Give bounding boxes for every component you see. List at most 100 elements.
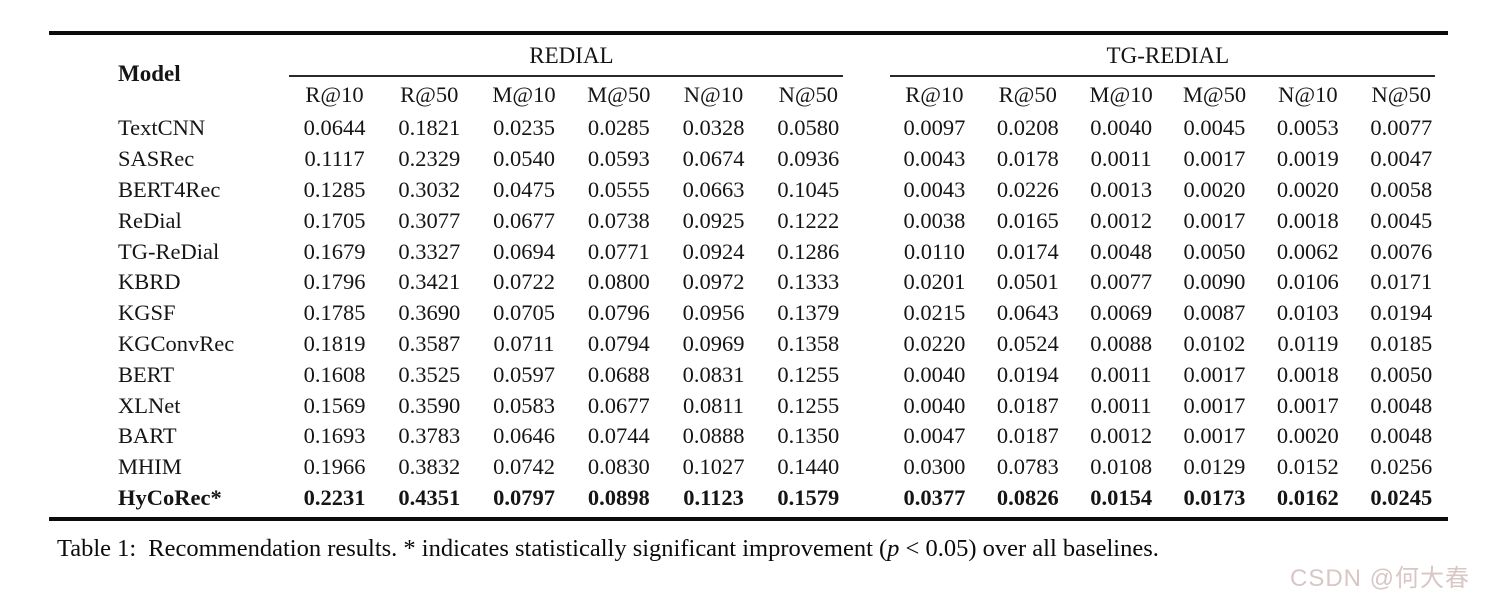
metric-value-cell: 0.1819 (303, 330, 366, 356)
caption-number: Table 1: (57, 535, 137, 562)
metric-value-cell: 0.3421 (398, 269, 461, 295)
metric-value-cell: 0.0018 (1276, 361, 1339, 387)
metric-value-cell: 0.0050 (1370, 361, 1433, 387)
table-row: SASRec 0.1117 0.2329 0.0540 0.0593 0.0674 0.09… (49, 144, 1448, 175)
gap-cell (856, 390, 888, 421)
metric-column-header: R@10 (905, 82, 964, 107)
gap-cell (856, 144, 888, 175)
metric-value-cell: 0.0643 (996, 300, 1059, 326)
metric-value-cell: 0.0688 (587, 361, 650, 387)
metric-value-cell: 0.0555 (587, 176, 650, 202)
table-row: ReDial 0.1705 0.3077 0.0677 0.0738 0.0925 0.12… (49, 205, 1448, 236)
metric-value-cell: 0.0040 (1090, 115, 1153, 141)
metric-column-header: N@50 (1371, 82, 1431, 107)
model-name-cell: HyCoRec* (118, 484, 222, 510)
metric-value-cell: 0.0017 (1183, 361, 1246, 387)
metric-value-cell: 0.0475 (493, 176, 555, 202)
metric-value-cell: 0.0097 (903, 115, 966, 141)
metric-value-cell: 0.0194 (996, 361, 1059, 387)
metric-value-cell: 0.0580 (777, 115, 840, 141)
metric-value-cell: 0.1358 (777, 330, 840, 356)
metric-value-cell: 0.0187 (996, 423, 1059, 449)
metric-column-header: R@50 (998, 82, 1057, 107)
metric-value-cell: 0.0048 (1370, 423, 1433, 449)
metric-value-cell: 0.0045 (1370, 207, 1433, 233)
metric-value-cell: 0.0077 (1090, 269, 1153, 295)
metric-value-cell: 0.0185 (1370, 330, 1433, 356)
metric-value-cell: 0.1693 (303, 423, 366, 449)
metric-value-cell: 0.0677 (587, 392, 650, 418)
metric-value-cell: 0.0744 (587, 423, 650, 449)
metric-value-cell: 0.0794 (587, 330, 650, 356)
metric-value-cell: 0.0783 (996, 454, 1059, 480)
metric-value-cell: 0.0194 (1370, 300, 1433, 326)
model-name-cell: SASRec (118, 146, 195, 172)
metric-column-header: M@10 (492, 82, 556, 107)
results-table-container: Model REDIAL TG-REDIAL R@10 R@50 M@10 M@50 N… (49, 31, 1448, 522)
metric-value-cell: 0.0722 (493, 269, 555, 295)
metric-value-cell: 0.0048 (1090, 238, 1153, 264)
metric-value-cell: 0.0811 (683, 392, 745, 418)
metric-value-cell: 0.1222 (777, 207, 840, 233)
metric-value-cell: 0.0012 (1090, 207, 1153, 233)
metric-value-cell: 0.3077 (398, 207, 461, 233)
metric-value-cell: 0.0256 (1370, 454, 1433, 480)
gap-cell (856, 298, 888, 329)
gap-cell (856, 113, 888, 144)
metric-value-cell: 0.0019 (1276, 146, 1339, 172)
metric-value-cell: 0.0012 (1090, 423, 1153, 449)
metric-value-cell: 0.0058 (1370, 176, 1433, 202)
metric-column-header: N@10 (1278, 82, 1338, 107)
metric-column-header: R@10 (305, 82, 364, 107)
metric-column-header: M@10 (1089, 82, 1153, 107)
metric-value-cell: 0.0677 (493, 207, 555, 233)
metric-value-cell: 0.0831 (682, 361, 745, 387)
metric-value-cell: 0.1255 (777, 361, 840, 387)
model-name-cell: KGSF (118, 300, 176, 326)
table-row: MHIM 0.1966 0.3832 0.0742 0.0830 0.1027 0.1440… (49, 452, 1448, 483)
metric-value-cell: 0.0017 (1183, 392, 1246, 418)
model-name-cell: KGConvRec (118, 330, 235, 356)
metric-value-cell: 0.1045 (777, 176, 840, 202)
metric-value-cell: 0.1379 (777, 300, 840, 326)
metric-value-cell: 0.0215 (903, 300, 966, 326)
metric-value-cell: 0.3032 (398, 176, 461, 202)
gap-cell (856, 359, 888, 390)
metric-column-header: N@10 (683, 82, 744, 107)
metric-value-cell: 0.1579 (777, 484, 840, 510)
table-row: KGSF 0.1785 0.3690 0.0705 0.0796 0.0956 0.1379… (49, 298, 1448, 329)
metric-value-cell: 0.0050 (1183, 238, 1246, 264)
table-row: BART 0.1693 0.3783 0.0646 0.0744 0.0888 0.1350… (49, 421, 1448, 452)
metric-value-cell: 0.3327 (398, 238, 461, 264)
metric-value-cell: 0.0119 (1277, 330, 1339, 356)
metric-value-cell: 0.0593 (587, 146, 650, 172)
gap-cell (856, 452, 888, 483)
metric-value-cell: 0.0171 (1370, 269, 1433, 295)
metric-value-cell: 0.2231 (303, 484, 366, 510)
metric-value-cell: 0.0106 (1276, 269, 1339, 295)
metric-value-cell: 0.0694 (493, 238, 555, 264)
table-row: TG-ReDial 0.1679 0.3327 0.0694 0.0771 0.0924 0… (49, 236, 1448, 267)
metric-value-cell: 0.0208 (996, 115, 1059, 141)
metric-value-cell: 0.0830 (587, 454, 650, 480)
caption-text-before-p: Recommendation results. * indicates stat… (148, 535, 888, 562)
gap-cell (856, 483, 888, 514)
metric-value-cell: 0.0826 (996, 484, 1059, 510)
table-row: BERT4Rec 0.1285 0.3032 0.0475 0.0555 0.0663 0.… (49, 175, 1448, 206)
table-row: KGConvRec 0.1819 0.3587 0.0711 0.0794 0.0969 0… (49, 329, 1448, 360)
metric-value-cell: 0.0956 (682, 300, 745, 326)
metric-value-cell: 0.0583 (493, 392, 555, 418)
metric-value-cell: 0.0245 (1370, 484, 1433, 510)
model-name-cell: ReDial (118, 207, 182, 233)
gap-cell (856, 329, 888, 360)
metric-value-cell: 0.1286 (777, 238, 840, 264)
metric-value-cell: 0.0048 (1370, 392, 1433, 418)
metric-value-cell: 0.0644 (303, 115, 366, 141)
metric-value-cell: 0.0020 (1183, 176, 1246, 202)
metric-value-cell: 0.0187 (996, 392, 1059, 418)
metric-value-cell: 0.0377 (903, 484, 966, 510)
metric-value-cell: 0.0069 (1090, 300, 1153, 326)
metric-value-cell: 0.0102 (1183, 330, 1246, 356)
metric-value-cell: 0.0053 (1276, 115, 1339, 141)
metric-value-cell: 0.1285 (303, 176, 366, 202)
